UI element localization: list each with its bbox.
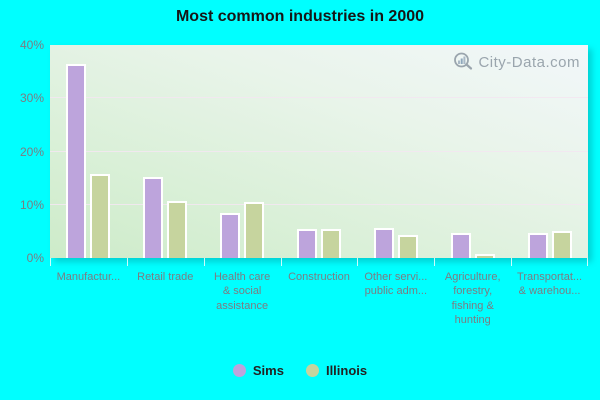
bar-sims bbox=[450, 232, 471, 258]
x-tick-label: Other servi... public adm... bbox=[364, 271, 428, 298]
x-axis-tick bbox=[280, 258, 282, 266]
x-tick-label: Agriculture, forestry, fishing & hunting bbox=[444, 271, 501, 326]
bar-sims bbox=[296, 228, 317, 258]
legend-swatch-icon bbox=[305, 364, 319, 377]
legend-label: Illinois bbox=[325, 363, 368, 378]
bar-group bbox=[511, 45, 588, 258]
watermark-text: City-Data.com bbox=[478, 53, 580, 71]
bar-group bbox=[434, 45, 511, 258]
y-tick-label: 0% bbox=[26, 251, 44, 265]
x-axis-tick bbox=[203, 258, 205, 266]
bar-group bbox=[127, 45, 204, 258]
x-axis-tick bbox=[587, 258, 588, 266]
y-tick-label: 30% bbox=[19, 91, 44, 106]
x-tick-label: Retail trade bbox=[137, 271, 194, 283]
legend: Sims Illinois bbox=[0, 363, 600, 378]
bar-sims bbox=[66, 64, 87, 258]
legend-item-sims: Sims bbox=[232, 363, 284, 378]
watermark: City-Data.com bbox=[452, 51, 580, 73]
y-axis: 0% 10% 20% 30% 40% bbox=[0, 38, 44, 265]
bar-sims bbox=[220, 212, 241, 258]
y-tick-label: 20% bbox=[19, 144, 44, 159]
bar-illinois bbox=[474, 253, 495, 258]
gridline bbox=[50, 150, 588, 152]
bar-group bbox=[50, 45, 127, 258]
x-axis-tick bbox=[434, 258, 436, 266]
y-tick-label: 40% bbox=[19, 38, 44, 52]
bar-illinois bbox=[551, 230, 572, 258]
chart-title: Most common industries in 2000 bbox=[175, 8, 425, 25]
bar-illinois bbox=[320, 228, 341, 258]
x-axis-tick bbox=[50, 258, 51, 266]
x-tick-label: Health care & social assistance bbox=[213, 271, 271, 312]
x-tick-label: Manufactur... bbox=[56, 271, 121, 283]
bar-group bbox=[204, 45, 281, 258]
magnifier-bar-chart-icon bbox=[452, 51, 474, 73]
x-axis-tick bbox=[126, 258, 128, 266]
x-axis-ticks bbox=[50, 258, 588, 267]
bar-group bbox=[357, 45, 434, 258]
bar-group bbox=[281, 45, 358, 258]
bar-illinois bbox=[90, 173, 111, 258]
x-axis-tick bbox=[357, 258, 359, 266]
bar-sims bbox=[143, 177, 164, 258]
bar-sims bbox=[373, 228, 394, 258]
bar-sims bbox=[527, 232, 548, 258]
gridline bbox=[50, 97, 588, 99]
bar-illinois bbox=[167, 201, 188, 258]
x-axis-tick bbox=[511, 258, 513, 266]
legend-swatch-icon bbox=[232, 364, 246, 377]
legend-label: Sims bbox=[252, 363, 284, 378]
x-tick-label: Transportat... & warehou... bbox=[517, 271, 583, 298]
gridline bbox=[50, 203, 588, 205]
bar-illinois bbox=[397, 235, 418, 258]
bar-illinois bbox=[244, 202, 265, 258]
x-tick-label: Construction bbox=[288, 271, 350, 283]
plot-area: City-Data.com bbox=[50, 45, 588, 258]
legend-item-illinois: Illinois bbox=[305, 363, 368, 378]
y-tick-label: 10% bbox=[19, 197, 44, 212]
